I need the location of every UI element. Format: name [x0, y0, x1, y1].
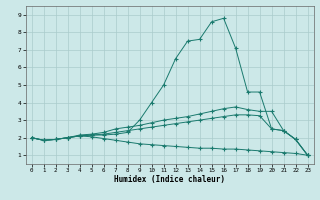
X-axis label: Humidex (Indice chaleur): Humidex (Indice chaleur): [114, 175, 225, 184]
